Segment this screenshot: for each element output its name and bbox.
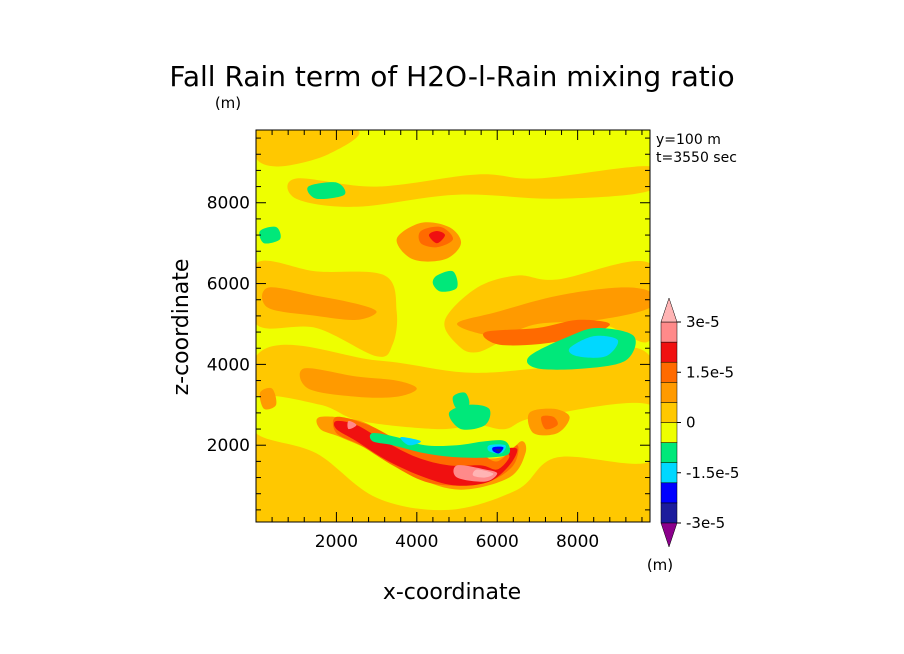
colorbar-band (660, 502, 678, 524)
contour-region-26 (452, 392, 470, 410)
y-tick-label: 2000 (207, 436, 250, 456)
contour-region-16 (541, 415, 558, 430)
contour-region-18 (428, 231, 445, 244)
y-tick-label: 4000 (207, 355, 250, 375)
chart-title: Fall Rain term of H2O-l-Rain mixing rati… (169, 60, 734, 93)
contour-region-14 (483, 319, 610, 346)
contour-region-7 (457, 287, 650, 337)
contour-region-6 (262, 287, 377, 321)
contour-region-0 (256, 130, 360, 167)
contour-region-28 (369, 432, 511, 458)
contour-region-19 (347, 420, 357, 430)
x-tick-label: 8000 (556, 532, 599, 552)
colorbar-band (660, 442, 678, 463)
contour-region-29 (568, 335, 619, 358)
colorbar-label: 3e-5 (686, 313, 720, 331)
contour-region-23 (259, 226, 281, 244)
annotation-time: t=3550 sec (656, 150, 737, 166)
annotation-y-position: y=100 m (656, 132, 721, 148)
y-unit-label: (m) (215, 94, 241, 112)
colorbar-band (660, 482, 678, 504)
contour-region-11 (259, 387, 277, 410)
colorbar-label: -3e-5 (686, 514, 725, 532)
colorbar-band (660, 341, 678, 363)
colorbar-band (660, 321, 678, 343)
y-axis-label: z-coordinate (169, 259, 194, 396)
colorbar-band (660, 361, 678, 383)
contour-region-33 (495, 448, 502, 453)
colorbar-min-cap (660, 522, 678, 548)
contour-region-24 (432, 270, 458, 292)
contour-region-21 (472, 469, 494, 478)
contour-plot-area (256, 130, 650, 522)
plot-frame (255, 129, 651, 523)
colorbar-band (660, 402, 678, 423)
colorbar-band (660, 382, 678, 403)
contour-region-22 (307, 182, 346, 200)
colorbar-band (660, 422, 678, 443)
contour-region-30 (400, 437, 421, 446)
x-tick-label: 4000 (395, 532, 438, 552)
colorbar-max-cap (660, 297, 678, 323)
x-axis-label: x-coordinate (383, 580, 521, 605)
contour-region-1 (287, 166, 650, 207)
contour-region-27 (448, 404, 491, 430)
contour-region-9 (299, 368, 417, 398)
colorbar-label: 0 (686, 414, 696, 432)
colorbar-band (660, 462, 678, 484)
colorbar-unit: (m) (647, 556, 673, 574)
x-tick-label: 2000 (315, 532, 358, 552)
y-tick-label: 8000 (207, 194, 250, 214)
colorbar: 3e-5 1.5e-5 0 -1.5e-5 -3e-5 (660, 297, 739, 548)
y-tick-label: 6000 (207, 275, 250, 295)
colorbar-label: 1.5e-5 (686, 363, 734, 381)
x-tick-label: 6000 (476, 532, 519, 552)
colorbar-label: -1.5e-5 (686, 464, 739, 482)
